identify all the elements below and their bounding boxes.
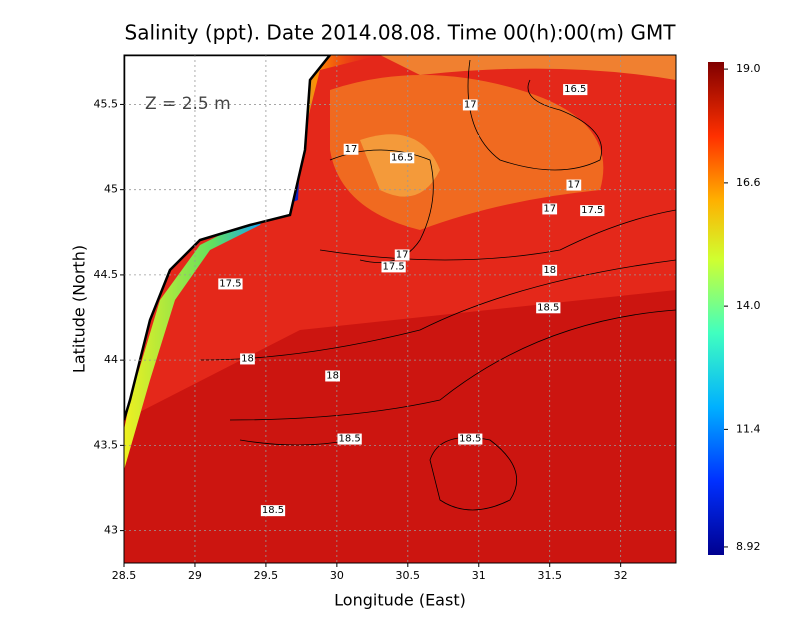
colorbar-label: 19.0: [736, 62, 761, 75]
y-tick-label: 45.5: [94, 97, 119, 110]
contour-label-box: [337, 433, 362, 445]
y-tick-label: 44: [104, 353, 118, 366]
depth-annotation: Z = 2.5 m: [145, 94, 231, 114]
contour-label-box: [566, 179, 582, 191]
colorbar-label: 11.4: [736, 422, 761, 435]
contour-label: 17: [464, 99, 477, 110]
contour-label: 18.5: [338, 434, 360, 445]
contour-label-box: [542, 203, 558, 215]
chart-title: Salinity (ppt). Date 2014.08.08. Time 00…: [125, 21, 677, 45]
colorbar-label: 8.92: [736, 540, 761, 553]
contour-label: 17: [543, 203, 556, 214]
contour-label: 16.5: [391, 152, 413, 163]
x-tick-label: 28.5: [112, 569, 137, 582]
contour-label-box: [458, 433, 483, 445]
contour-label: 17: [345, 144, 358, 155]
colorbar-label: 14.0: [736, 299, 761, 312]
x-tick-label: 32: [614, 569, 628, 582]
contour-label-box: [389, 152, 415, 164]
y-tick-label: 44.5: [94, 268, 119, 281]
y-tick-label: 43: [104, 524, 118, 537]
contour-label: 18: [241, 353, 254, 364]
contour-label-box: [218, 278, 243, 290]
contour-label: 18: [543, 265, 556, 276]
contour-label: 18: [326, 370, 339, 381]
x-tick-label: 31: [472, 569, 486, 582]
colorbar: [708, 62, 724, 555]
x-tick-label: 31.5: [537, 569, 562, 582]
grid: [123, 55, 676, 563]
contour-label: 16.5: [564, 84, 586, 95]
contour-label: 17: [396, 249, 409, 260]
contour-label: 18.5: [262, 505, 284, 516]
plot-frame: [123, 54, 677, 564]
contour-label-box: [542, 264, 558, 276]
colorbar-label: 16.6: [736, 176, 761, 189]
contour-label: 17: [567, 180, 580, 191]
x-tick-label: 29.5: [254, 569, 279, 582]
x-tick-label: 29: [188, 569, 202, 582]
y-tick-label: 43.5: [94, 438, 119, 451]
contour-label: 17.5: [382, 261, 404, 272]
contour-label-box: [381, 261, 406, 273]
contour-label-box: [325, 370, 340, 382]
contour-label-box: [260, 505, 286, 517]
contour-label-box: [343, 143, 359, 155]
x-tick-label: 30: [330, 569, 344, 582]
contour-label: 18.5: [537, 302, 559, 313]
contour-label-box: [462, 99, 478, 111]
contour-label: 18.5: [459, 434, 481, 445]
field: [124, 55, 676, 563]
contour-label-box: [394, 249, 410, 261]
x-axis-label: Longitude (East): [334, 591, 466, 610]
contour-label: 17.5: [581, 205, 603, 216]
contour-label-box: [563, 84, 588, 96]
y-axis-label: Latitude (North): [70, 245, 89, 373]
contour-label-box: [580, 205, 605, 217]
contour-label: 17.5: [219, 278, 241, 289]
y-tick-label: 45: [104, 183, 118, 196]
contour-label-box: [536, 302, 561, 314]
x-tick-label: 30.5: [396, 569, 421, 582]
contour-label-box: [240, 353, 255, 365]
